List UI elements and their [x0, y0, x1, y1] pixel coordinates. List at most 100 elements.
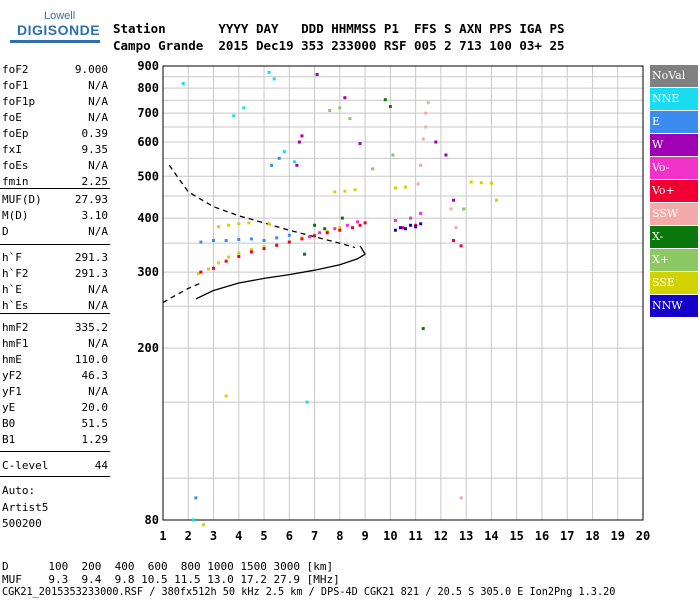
echo-point [452, 238, 456, 242]
logo-line2: DIGISONDE [17, 22, 101, 38]
echo-point [318, 231, 322, 235]
param-separator [0, 476, 110, 477]
param-key: fmin [2, 175, 29, 188]
param-key: h`Es [2, 299, 29, 312]
param-row: h`E N/A [2, 282, 108, 298]
x-tick-label: 18 [585, 529, 599, 543]
x-tick-label: 3 [210, 529, 217, 543]
y-tick-label: 300 [137, 265, 159, 279]
param-key: B0 [2, 417, 16, 430]
param-key: fxI [2, 143, 22, 156]
legend-item: SSE [650, 272, 698, 294]
param-row: foEs N/A [2, 158, 108, 174]
y-tick-label: 800 [137, 81, 159, 95]
y-tick-label: 600 [137, 135, 159, 149]
param-row: fxI 9.35 [2, 142, 108, 158]
footer-file-info: CGK21_2015353233000.RSF / 380fx512h 50 k… [2, 587, 616, 598]
param-row: hmF1 N/A [2, 336, 108, 352]
param-separator [0, 451, 110, 452]
param-value: 3.10 [81, 209, 109, 222]
y-tick-label: 900 [137, 59, 159, 73]
echo-point [426, 101, 430, 105]
legend-item: Vo+ [650, 180, 698, 202]
profile-curve-solid [195, 245, 366, 300]
param-key: h`F2 [2, 267, 29, 280]
echo-point [262, 247, 266, 251]
param-key: M(D) [2, 209, 29, 222]
y-tick-label: 200 [137, 341, 159, 355]
echo-point [302, 252, 306, 256]
echo-point [356, 220, 360, 224]
legend-item: X+ [650, 249, 698, 271]
header-row-values: Campo Grande 2015 Dec19 353 233000 RSF 0… [113, 38, 565, 53]
legend-item: E [650, 111, 698, 133]
echo-point [489, 181, 493, 185]
echo-point [393, 218, 397, 222]
param-row: M(D) 3.10 [2, 208, 108, 224]
echo-point [287, 240, 291, 244]
param-key: B1 [2, 433, 16, 446]
echo-point [462, 207, 466, 211]
legend-item: X- [650, 226, 698, 248]
echo-point [194, 496, 198, 500]
echo-point [421, 327, 425, 331]
legend-item: NoVal [650, 65, 698, 87]
autoscale-label: Auto: [2, 484, 36, 497]
echo-point [325, 231, 329, 235]
param-key: foF2 [2, 63, 29, 76]
param-row: D N/A [2, 224, 108, 240]
echo-point [421, 137, 425, 141]
echo-point [212, 238, 216, 242]
echo-point [469, 180, 473, 184]
logo-underline [10, 40, 100, 43]
footer-distance-row: D 100 200 400 600 800 1000 1500 3000 [km… [2, 560, 334, 573]
echo-point [371, 167, 375, 171]
autoscale-method: Artist5 [2, 501, 49, 514]
param-key: yE [2, 401, 16, 414]
echo-point [333, 227, 337, 231]
echo-point [338, 106, 342, 110]
y-tick-label: 80 [145, 513, 159, 527]
echo-point [494, 198, 498, 202]
param-value: N/A [88, 111, 108, 124]
legend-item: Vo- [650, 157, 698, 179]
y-tick-label: 500 [137, 169, 159, 183]
param-row: yF1 N/A [2, 384, 108, 400]
echo-point [237, 251, 241, 255]
x-tick-label: 5 [260, 529, 267, 543]
echo-point [424, 125, 428, 129]
param-key: hmF2 [2, 321, 29, 334]
echo-point [348, 117, 352, 121]
param-key: hmE [2, 353, 22, 366]
param-key: hmF1 [2, 337, 29, 350]
x-tick-label: 15 [509, 529, 523, 543]
param-row: yE 20.0 [2, 400, 108, 416]
param-row: hmF2 335.2 [2, 320, 108, 336]
param-value: 0.39 [81, 127, 109, 140]
param-value: 46.3 [81, 369, 109, 382]
x-tick-label: 10 [383, 529, 397, 543]
echo-point [224, 394, 228, 398]
param-row: foF1p N/A [2, 94, 108, 110]
lowell-digisonde-logo: Lowell DIGISONDE [4, 6, 102, 46]
x-tick-label: 6 [286, 529, 293, 543]
echo-point [199, 270, 203, 274]
param-separator [0, 244, 110, 245]
echo-point [249, 248, 253, 252]
echo-point [350, 226, 354, 230]
echo-point [383, 98, 387, 102]
echo-point [459, 496, 463, 500]
echo-point [416, 182, 420, 186]
echo-point [328, 108, 332, 112]
autoscale-code: 500200 [2, 517, 42, 530]
param-key: foF1 [2, 79, 29, 92]
echo-point [237, 222, 241, 226]
param-row: foE N/A [2, 110, 108, 126]
echo-point [434, 140, 438, 144]
echo-point [449, 207, 453, 211]
param-row: B1 1.29 [2, 432, 108, 448]
echo-point [249, 250, 253, 254]
param-row: h`F 291.3 [2, 250, 108, 266]
echo-point [345, 223, 349, 227]
